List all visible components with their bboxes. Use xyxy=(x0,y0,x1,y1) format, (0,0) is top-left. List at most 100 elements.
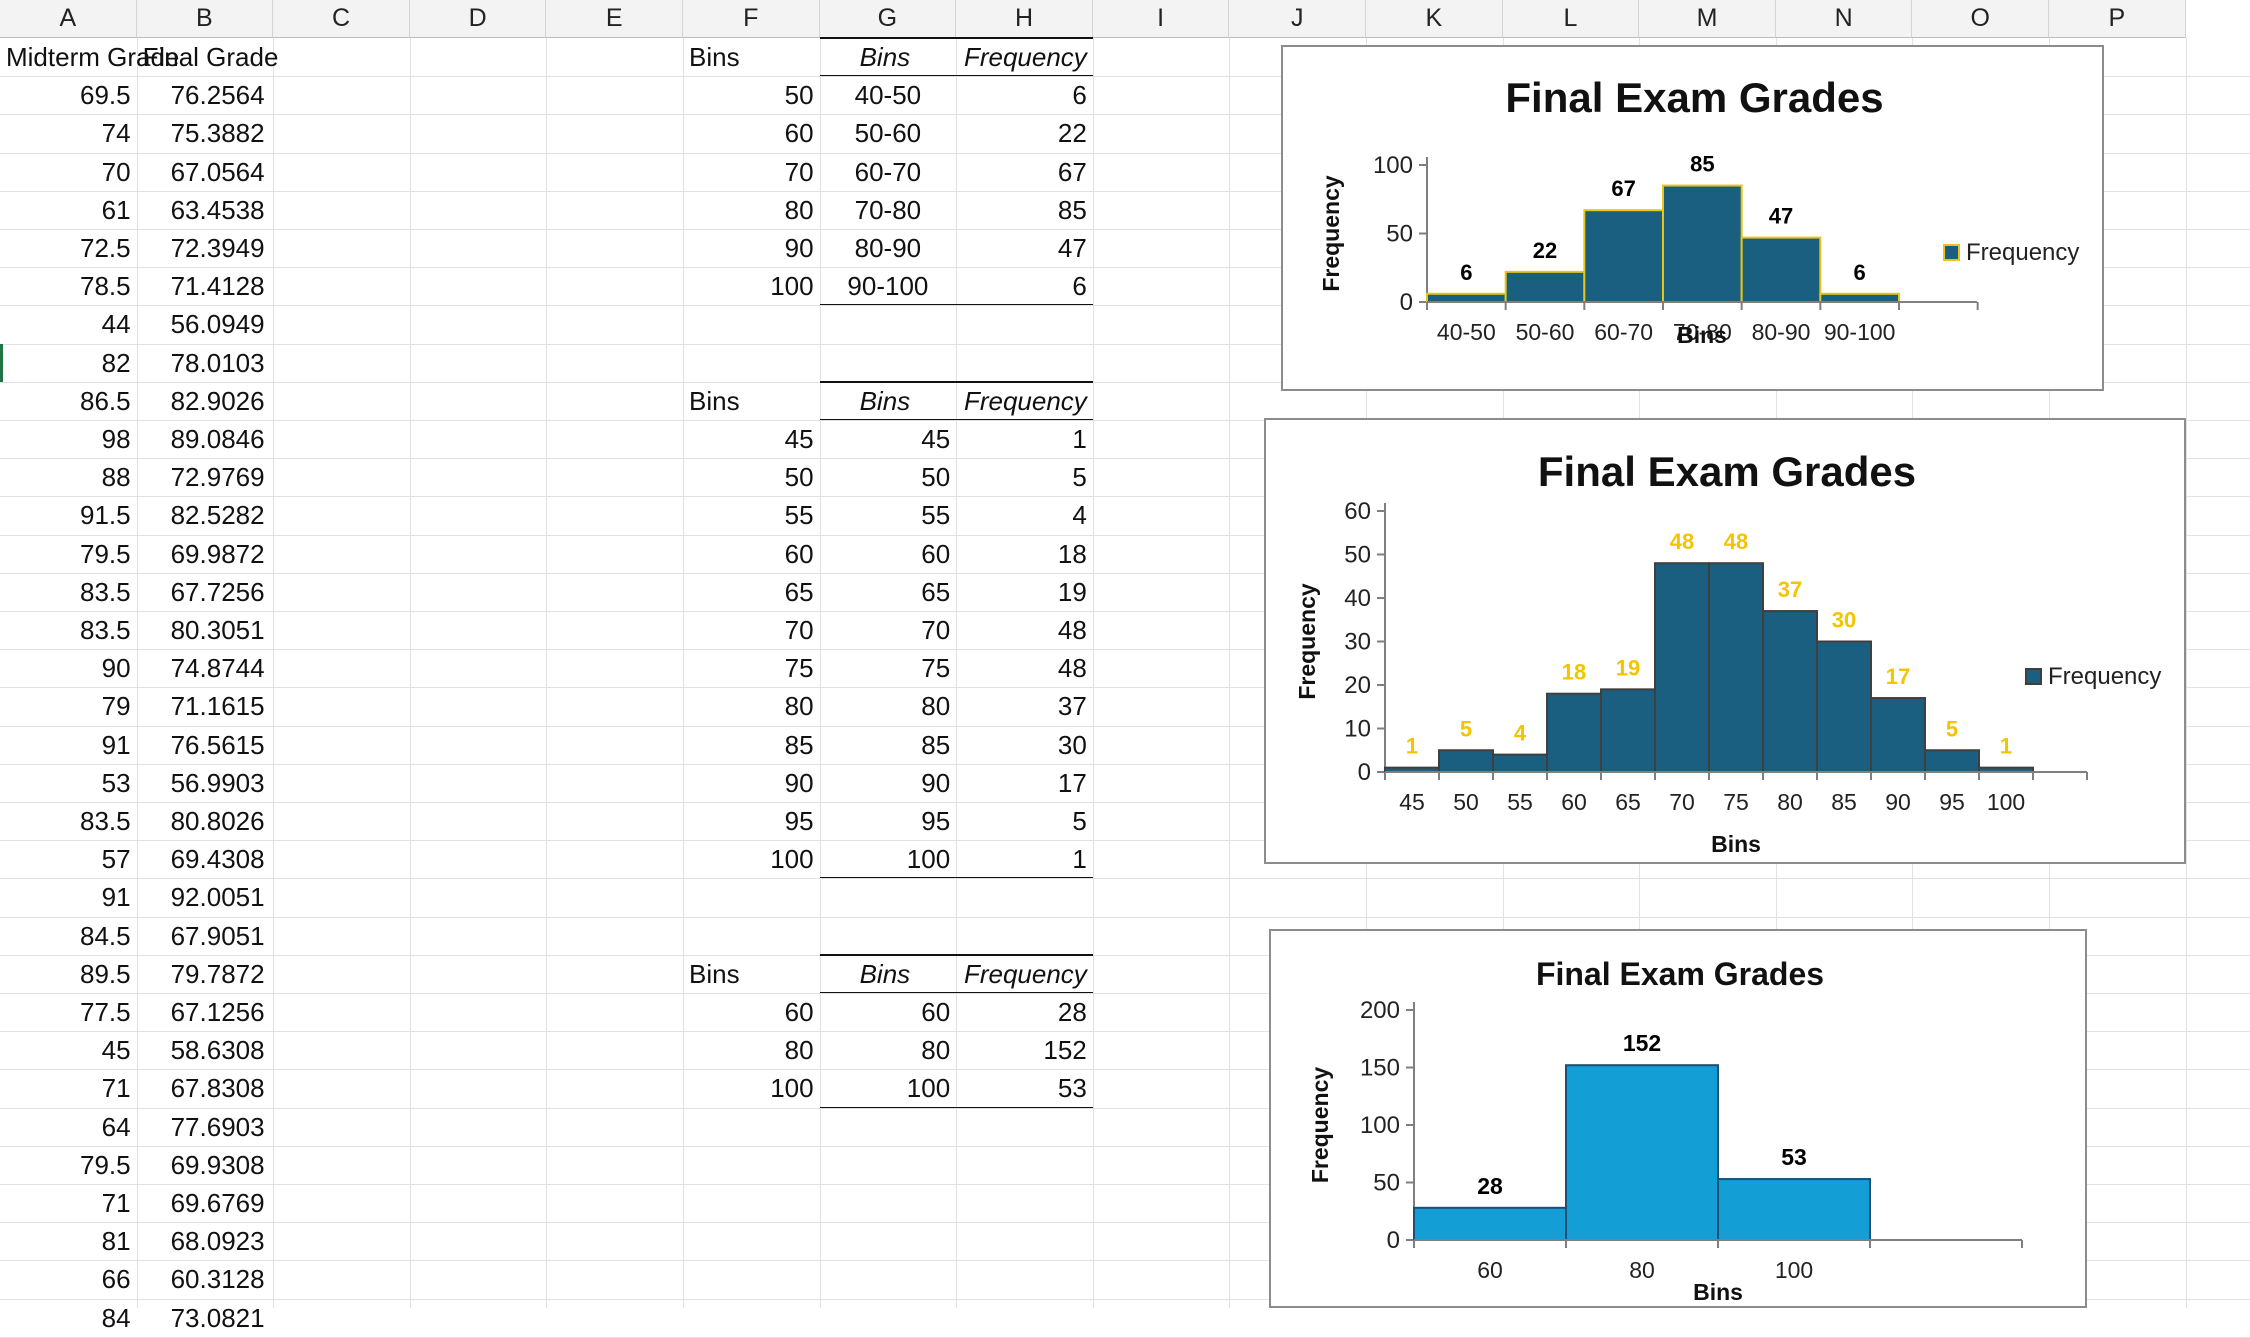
frequency-cell[interactable]: 6 xyxy=(1072,271,1087,302)
frequency-cell[interactable]: 30 xyxy=(1057,729,1087,760)
final-grade-cell[interactable]: 82.5282 xyxy=(170,500,265,531)
frequency-cell[interactable]: 53 xyxy=(1057,1073,1087,1104)
column-header-f[interactable]: F xyxy=(683,0,820,38)
bin-label-cell[interactable]: 50 xyxy=(921,462,951,493)
midterm-grade-cell[interactable]: 91 xyxy=(101,882,131,913)
final-grade-cell[interactable]: 74.8744 xyxy=(170,653,265,684)
midterm-grade-cell[interactable]: 77.5 xyxy=(79,997,131,1027)
midterm-grade-cell[interactable]: 83.5 xyxy=(79,806,131,836)
frequency-cell[interactable]: 17 xyxy=(1057,767,1087,798)
table-header-bins[interactable]: Bins xyxy=(859,958,911,989)
bin-label-cell[interactable]: 85 xyxy=(921,729,951,760)
final-grade-cell[interactable]: 75.3882 xyxy=(170,118,265,149)
bins-label[interactable]: Bins xyxy=(689,385,740,416)
final-grade-cell[interactable]: 69.9308 xyxy=(170,1149,265,1180)
midterm-grade-cell[interactable]: 89.5 xyxy=(79,958,131,989)
column-header-k[interactable]: K xyxy=(1366,0,1503,38)
midterm-grade-cell[interactable]: 79.5 xyxy=(79,1149,131,1180)
frequency-cell[interactable]: 85 xyxy=(1057,194,1087,225)
midterm-grade-cell[interactable]: 64 xyxy=(101,1111,131,1142)
column-header-o[interactable]: O xyxy=(1912,0,2049,38)
bin-upper-cell[interactable]: 100 xyxy=(770,844,814,875)
table-header-bins[interactable]: Bins xyxy=(859,385,911,416)
final-grade-cell[interactable]: 80.8026 xyxy=(170,806,265,836)
bin-upper-cell[interactable]: 80 xyxy=(784,691,814,722)
final-grade-cell[interactable]: 68.0923 xyxy=(170,1226,265,1257)
column-header-g[interactable]: G xyxy=(819,0,957,38)
final-grade-cell[interactable]: 72.9769 xyxy=(170,462,265,493)
bin-label-cell[interactable]: 70-80 xyxy=(854,194,922,225)
final-grade-cell[interactable]: 56.0949 xyxy=(170,309,265,340)
frequency-cell[interactable]: 4 xyxy=(1072,500,1087,531)
midterm-grade-cell[interactable]: 79.5 xyxy=(79,538,131,569)
bin-upper-cell[interactable]: 100 xyxy=(770,1073,814,1104)
bin-upper-cell[interactable]: 50 xyxy=(784,462,814,493)
bin-upper-cell[interactable]: 60 xyxy=(784,538,814,569)
bin-upper-cell[interactable]: 50 xyxy=(784,80,814,111)
bin-label-cell[interactable]: 80 xyxy=(921,691,951,722)
column-header-n[interactable]: N xyxy=(1775,0,1913,38)
final-grade-cell[interactable]: 69.9872 xyxy=(170,538,265,569)
midterm-grade-cell[interactable]: 83.5 xyxy=(79,576,131,607)
bin-upper-cell[interactable]: 90 xyxy=(784,233,814,263)
column-header-e[interactable]: E xyxy=(546,0,683,38)
final-grade-cell[interactable]: 79.7872 xyxy=(170,958,265,989)
midterm-grade-cell[interactable]: 79 xyxy=(101,691,131,722)
midterm-grade-cell[interactable]: 74 xyxy=(101,118,131,149)
frequency-cell[interactable]: 1 xyxy=(1072,844,1087,875)
final-grade-cell[interactable]: 73.0821 xyxy=(170,1302,265,1333)
bins-label[interactable]: Bins xyxy=(689,42,740,72)
final-grade-cell[interactable]: 56.9903 xyxy=(170,767,265,798)
midterm-grade-cell[interactable]: 82 xyxy=(101,347,131,378)
final-grade-cell[interactable]: 67.9051 xyxy=(170,920,265,951)
bin-label-cell[interactable]: 70 xyxy=(921,615,951,645)
column-header-j[interactable]: J xyxy=(1229,0,1366,38)
bin-label-cell[interactable]: 90 xyxy=(921,767,951,798)
midterm-grade-cell[interactable]: 91 xyxy=(101,729,131,760)
final-grade-cell[interactable]: 69.6769 xyxy=(170,1188,265,1218)
bin-label-cell[interactable]: 40-50 xyxy=(854,80,922,111)
column-header-b[interactable]: B xyxy=(136,0,274,38)
table-header-bins[interactable]: Bins xyxy=(859,42,911,72)
final-grade-cell[interactable]: 67.1256 xyxy=(170,997,265,1027)
bin-label-cell[interactable]: 65 xyxy=(921,576,951,607)
midterm-grade-cell[interactable]: 81 xyxy=(101,1226,131,1257)
frequency-cell[interactable]: 28 xyxy=(1057,997,1087,1027)
final-grade-cell[interactable]: 76.5615 xyxy=(170,729,265,760)
bin-upper-cell[interactable]: 80 xyxy=(784,1035,814,1066)
bin-upper-cell[interactable]: 95 xyxy=(784,806,814,836)
frequency-cell[interactable]: 6 xyxy=(1072,80,1087,111)
final-grade-cell[interactable]: 63.4538 xyxy=(170,194,265,225)
bin-label-cell[interactable]: 95 xyxy=(921,806,951,836)
final-grade-cell[interactable]: 72.3949 xyxy=(170,233,265,263)
bin-upper-cell[interactable]: 60 xyxy=(784,997,814,1027)
midterm-grade-cell[interactable]: 66 xyxy=(101,1264,131,1295)
frequency-cell[interactable]: 18 xyxy=(1057,538,1087,569)
table-header-frequency[interactable]: Frequency xyxy=(963,958,1087,989)
frequency-cell[interactable]: 47 xyxy=(1057,233,1087,263)
final-grade-cell[interactable]: 82.9026 xyxy=(170,385,265,416)
final-grade-cell[interactable]: 67.7256 xyxy=(170,576,265,607)
midterm-grade-cell[interactable]: 84 xyxy=(101,1302,131,1333)
final-grade-cell[interactable]: 77.6903 xyxy=(170,1111,265,1142)
bin-upper-cell[interactable]: 45 xyxy=(784,424,814,454)
midterm-grade-cell[interactable]: 61 xyxy=(101,194,131,225)
frequency-cell[interactable]: 48 xyxy=(1057,615,1087,645)
bin-label-cell[interactable]: 60 xyxy=(921,538,951,569)
midterm-grade-cell[interactable]: 57 xyxy=(101,844,131,875)
bin-upper-cell[interactable]: 75 xyxy=(784,653,814,684)
bin-upper-cell[interactable]: 70 xyxy=(784,156,814,187)
frequency-cell[interactable]: 48 xyxy=(1057,653,1087,684)
bin-label-cell[interactable]: 50-60 xyxy=(854,118,922,149)
final-grade-cell[interactable]: 71.4128 xyxy=(170,271,265,302)
final-grade-cell[interactable]: 80.3051 xyxy=(170,615,265,645)
final-grade-header[interactable]: Final Grade xyxy=(142,42,279,72)
midterm-grade-cell[interactable]: 90 xyxy=(101,653,131,684)
midterm-grade-cell[interactable]: 83.5 xyxy=(79,615,131,645)
midterm-grade-cell[interactable]: 78.5 xyxy=(79,271,131,302)
bin-label-cell[interactable]: 80 xyxy=(921,1035,951,1066)
midterm-grade-cell[interactable]: 53 xyxy=(101,767,131,798)
frequency-cell[interactable]: 5 xyxy=(1072,806,1087,836)
bin-label-cell[interactable]: 75 xyxy=(921,653,951,684)
